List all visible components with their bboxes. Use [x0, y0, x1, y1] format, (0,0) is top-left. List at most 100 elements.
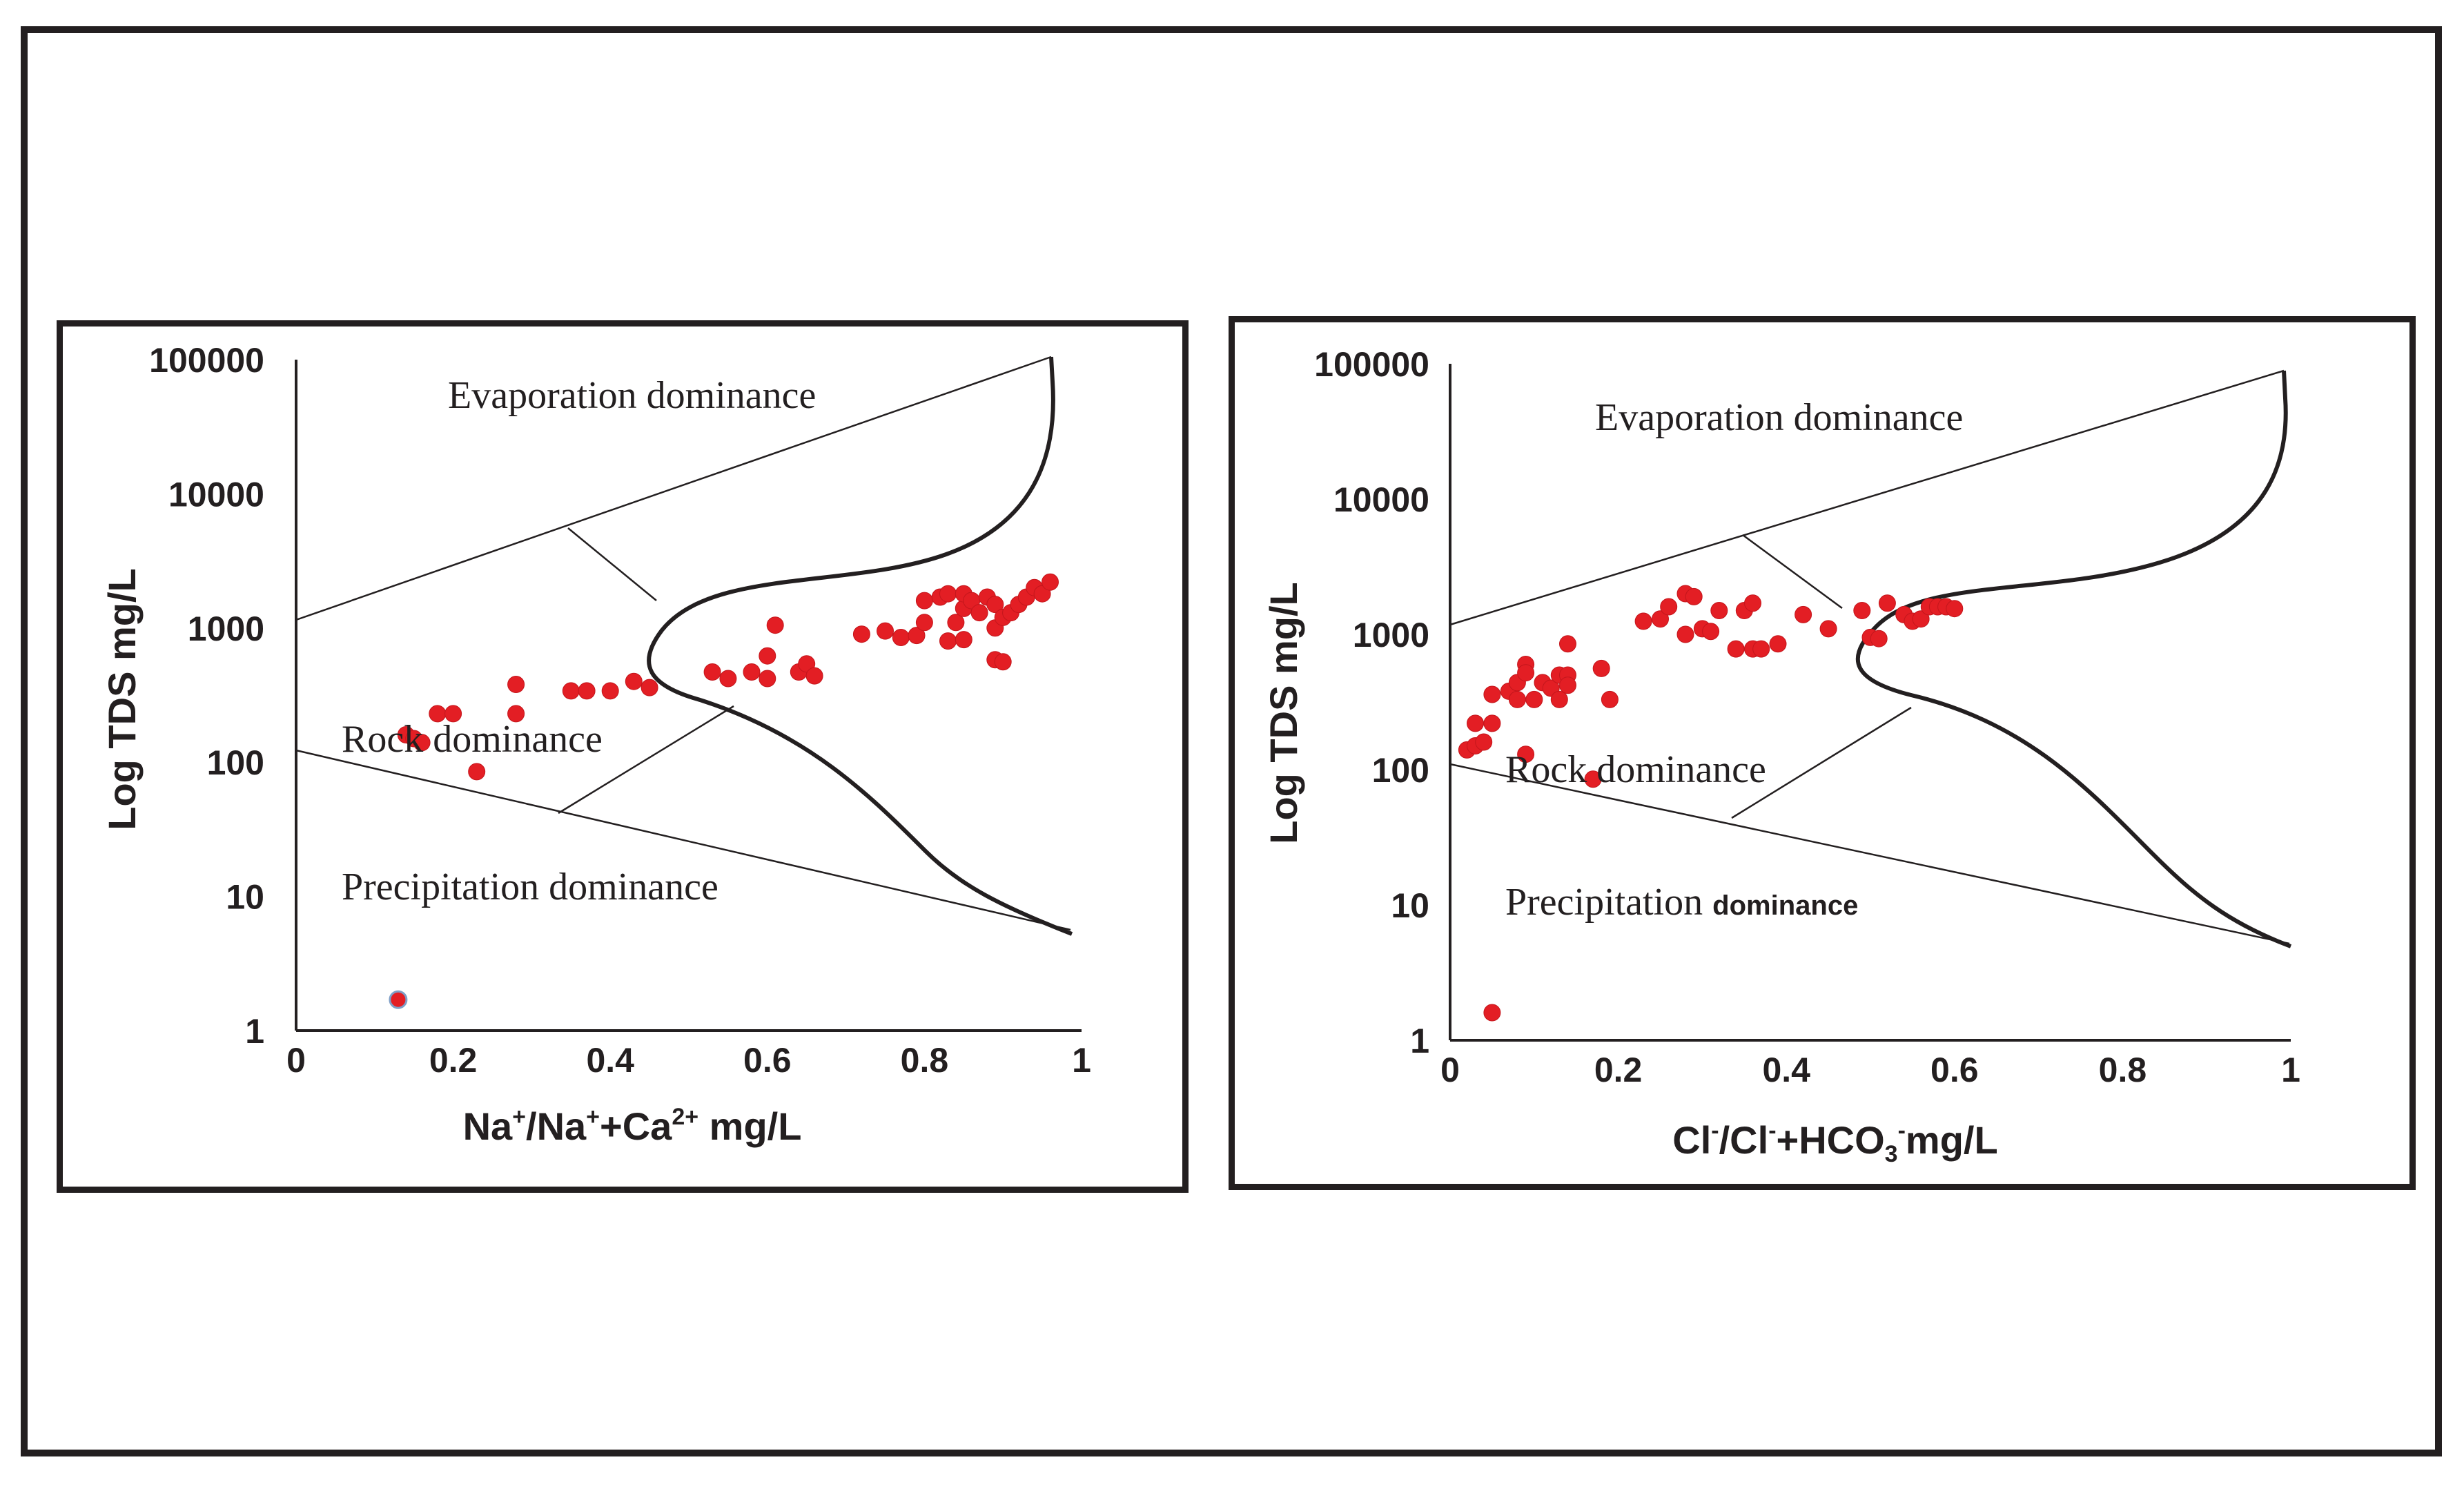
x-tick-label: 0: [1440, 1051, 1460, 1089]
data-point: [389, 990, 408, 1009]
x-tick-label: 0.4: [1762, 1051, 1810, 1089]
chart-right: Evaporation dominance Rock dominance Pre…: [1262, 345, 2300, 1167]
x-title-sup-plus-1: +: [512, 1104, 526, 1130]
y-tick-label: 100000: [149, 341, 264, 380]
data-point: [1601, 690, 1619, 708]
data-point: [1652, 610, 1669, 628]
x-title-sub-3: 3: [1885, 1141, 1898, 1167]
data-points-left: [389, 573, 1059, 1009]
data-point: [1517, 746, 1535, 763]
precipitation-label: Precipitation dominance: [1505, 881, 1858, 924]
x-tick-label: 0.6: [1930, 1051, 1979, 1089]
x-title-sup-minus-3: -: [1898, 1118, 1906, 1144]
y-tick-labels-left: 1 10 100 1000 10000 100000: [149, 341, 264, 1051]
y-tick-labels-right: 1 10 100 1000 10000 100000: [1314, 345, 1429, 1060]
y-tick-label: 1000: [1353, 616, 1429, 654]
y-tick-label: 100: [1372, 751, 1429, 790]
data-point: [562, 682, 580, 700]
data-point: [805, 667, 823, 685]
y-tick-label: 10000: [168, 475, 264, 514]
evaporation-dominance-label: Evaporation dominance: [448, 374, 816, 417]
lower-envelope-line: [295, 749, 1071, 931]
data-point: [955, 631, 972, 649]
data-point: [852, 625, 870, 643]
region-labels-right: Evaporation dominance Rock dominance Pre…: [1505, 396, 1963, 924]
x-title-sup-2plus: 2+: [672, 1104, 698, 1130]
x-title-units: mg/L: [698, 1104, 801, 1148]
data-point: [1559, 635, 1576, 653]
data-point: [1795, 605, 1812, 623]
lower-rock-divider-line: [1731, 706, 1912, 819]
data-point: [947, 614, 965, 632]
data-point: [1878, 594, 1896, 612]
data-point: [877, 622, 894, 640]
x-title-sup-minus-1: -: [1711, 1118, 1719, 1144]
x-tick-label: 0.4: [586, 1041, 634, 1080]
x-tick-label: 1: [1072, 1041, 1091, 1080]
data-point: [413, 734, 431, 752]
data-point: [970, 604, 988, 622]
precipitation-word: Precipitation: [1505, 881, 1703, 924]
data-point: [1819, 620, 1837, 638]
x-title-units: mg/L: [1906, 1118, 1998, 1162]
data-point: [1769, 635, 1787, 653]
data-points-right: [1458, 585, 1964, 1022]
data-point: [1559, 676, 1576, 694]
x-title-plus-ca: +Ca: [600, 1104, 672, 1148]
x-tick-label: 0.8: [2099, 1051, 2147, 1089]
data-point: [1592, 659, 1610, 677]
lower-rock-divider-line: [558, 705, 734, 815]
data-point: [915, 592, 933, 610]
data-point: [1483, 1004, 1501, 1022]
x-tick-labels-left: 0 0.2 0.4 0.6 0.8 1: [286, 1041, 1091, 1080]
evaporation-dominance-label: Evaporation dominance: [1595, 396, 1963, 439]
rock-dominance-label: Rock dominance: [1505, 748, 1766, 791]
data-point: [986, 596, 1004, 614]
data-point: [939, 632, 957, 650]
x-title-sup-plus-2: +: [586, 1104, 600, 1130]
x-title-slash-na: /Na: [526, 1104, 587, 1148]
data-point: [468, 763, 486, 781]
x-title-plus-hco: +HCO: [1777, 1118, 1885, 1162]
data-point: [939, 585, 957, 603]
x-tick-label: 0: [286, 1041, 306, 1080]
x-tick-label: 0.8: [901, 1041, 949, 1080]
data-point: [1752, 640, 1770, 658]
data-point: [1525, 690, 1543, 708]
y-tick-label: 1000: [188, 610, 264, 648]
y-tick-label: 10: [226, 878, 264, 917]
x-tick-label: 1: [2281, 1051, 2300, 1089]
data-point: [994, 653, 1012, 671]
panel-right-cl-ratio: Evaporation dominance Rock dominance Pre…: [1229, 316, 2416, 1190]
data-point: [1727, 640, 1745, 658]
data-point: [759, 647, 776, 665]
data-point: [1517, 664, 1535, 682]
data-point: [1634, 612, 1652, 630]
data-point: [1475, 733, 1493, 751]
data-point: [507, 705, 525, 723]
data-point: [1710, 602, 1728, 619]
data-point: [743, 663, 761, 681]
rock-dominance-label: Rock dominance: [342, 718, 603, 761]
precipitation-dominance-label: Precipitation dominance: [342, 866, 718, 908]
data-point: [578, 682, 596, 700]
x-tick-labels-right: 0 0.2 0.4 0.6 0.8 1: [1440, 1051, 2300, 1089]
data-point: [1584, 770, 1602, 788]
boomerang-curve: [1855, 370, 2292, 948]
data-point: [1685, 587, 1703, 605]
data-point: [1744, 594, 1761, 612]
precipitation-dominance-word: dominance: [1712, 890, 1858, 921]
boomerang-curve: [647, 356, 1073, 936]
axes-right: [1449, 364, 2291, 1042]
data-point: [1508, 690, 1526, 708]
data-point: [1676, 625, 1694, 643]
region-labels-left: Evaporation dominance Rock dominance Pre…: [342, 374, 816, 908]
x-title-cl: Cl: [1672, 1118, 1711, 1162]
upper-rock-divider-line: [1742, 534, 1843, 610]
data-point: [625, 672, 643, 690]
x-axis-title-left: Na+/Na++Ca2+ mg/L: [463, 1104, 802, 1148]
data-point: [507, 676, 525, 693]
y-tick-label: 100000: [1314, 345, 1429, 384]
data-point: [444, 705, 462, 723]
x-title-slash-cl: /Cl: [1719, 1118, 1769, 1162]
